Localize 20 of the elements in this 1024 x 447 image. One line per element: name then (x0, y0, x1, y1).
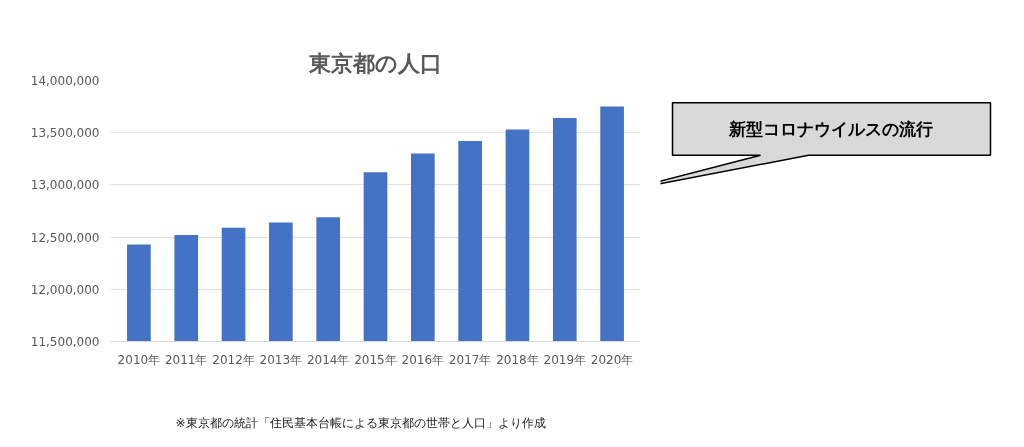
y-tick-label: 14,000,000 (30, 74, 100, 88)
x-tick-label: 2018年 (496, 352, 539, 367)
text: ※東京都の統計「住民基本台帳による東京都の世帯と人口」より作成 (175, 415, 546, 430)
x-tick-label: 2010年 (117, 352, 161, 367)
text: 新型コロナウイルスの流行 (727, 118, 933, 139)
x-tick-label: 2019年 (543, 352, 587, 367)
x-tick-label: 2014年 (306, 352, 350, 367)
x-tick-label: 2011年 (164, 352, 208, 367)
x-tick-label: 2017年 (448, 352, 492, 367)
x-tick-label: 2016年 (401, 352, 445, 367)
x-tick-label: 2012年 (212, 352, 255, 367)
y-tick-label: 13,000,000 (30, 178, 100, 193)
x-tick-label: 2020年 (590, 352, 634, 367)
x-tick-label: 2015年 (354, 352, 397, 367)
y-tick-label: 12,500,000 (30, 230, 100, 245)
y-tick-label: 11,500,000 (30, 335, 100, 349)
y-tick-label: 13,500,000 (30, 126, 100, 141)
x-tick-label: 2013年 (259, 352, 303, 367)
y-tick-label: 12,000,000 (30, 282, 100, 297)
chart-title: 東京都の人口 (308, 50, 442, 76)
